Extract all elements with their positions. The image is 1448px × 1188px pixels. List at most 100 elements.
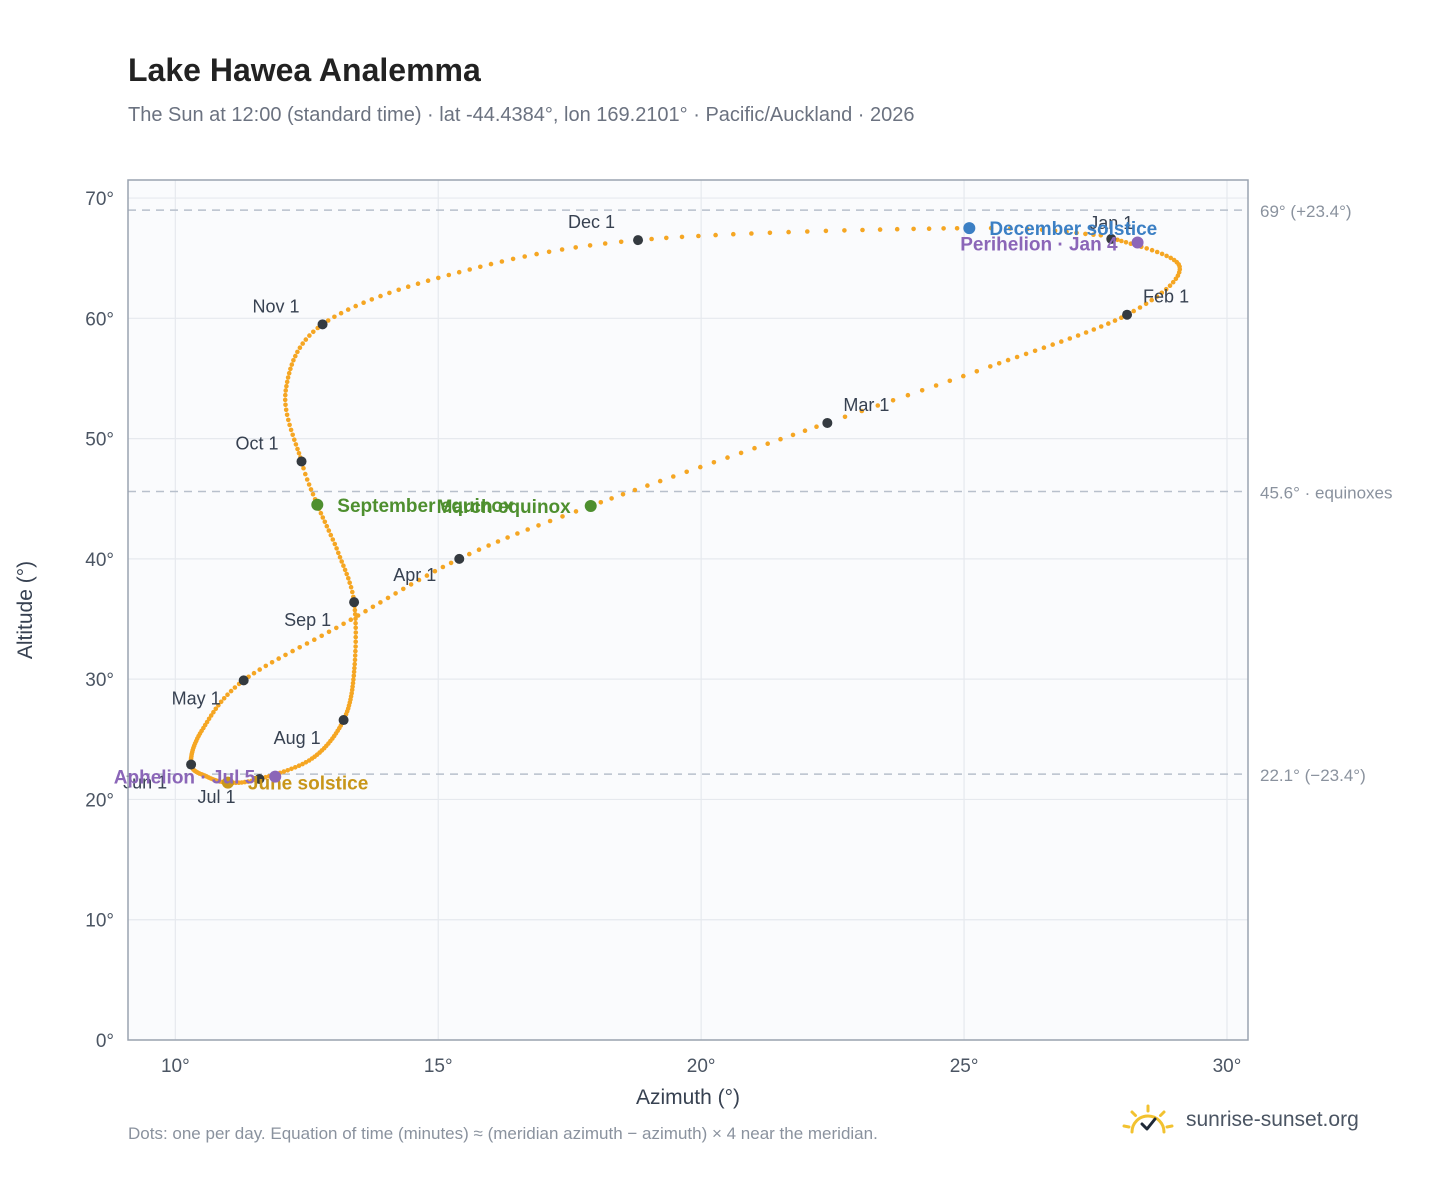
daily-sun-dot: [353, 648, 358, 654]
daily-sun-dot: [281, 769, 287, 774]
daily-sun-dot: [698, 464, 703, 470]
daily-sun-dot: [346, 576, 351, 581]
daily-sun-dot: [875, 403, 881, 408]
daily-sun-dot: [245, 779, 251, 784]
daily-sun-dot: [326, 528, 332, 533]
daily-sun-dot: [974, 369, 980, 374]
daily-sun-dot: [361, 300, 366, 306]
daily-sun-dot: [664, 235, 669, 241]
daily-sun-dot: [954, 226, 960, 231]
daily-sun-dot: [559, 247, 565, 252]
reference-line-label: 45.6° · equinoxes: [1260, 484, 1393, 503]
daily-sun-dot: [283, 407, 289, 413]
daily-sun-dot: [319, 633, 325, 639]
daily-sun-dot: [286, 417, 291, 423]
daily-sun-dot: [1032, 348, 1038, 354]
month-marker-label: Apr 1: [393, 565, 436, 585]
brand[interactable]: sunrise-sunset.org: [1120, 1102, 1359, 1138]
daily-sun-dot: [534, 251, 539, 257]
month-marker-label: Jul 1: [197, 787, 235, 807]
daily-sun-dot: [285, 375, 291, 380]
daily-sun-dot: [350, 680, 356, 686]
daily-sun-dot: [814, 424, 819, 430]
daily-sun-dot: [352, 657, 358, 663]
daily-sun-dot: [988, 225, 994, 231]
page-subtitle: The Sun at 12:00 (standard time) · lat -…: [128, 104, 915, 126]
special-point-label: Aphelion · Jul 5: [114, 768, 256, 789]
daily-sun-dot: [350, 684, 355, 689]
daily-sun-dot: [573, 509, 579, 514]
daily-sun-dot: [308, 487, 314, 492]
daily-sun-dot: [679, 234, 685, 240]
daily-sun-dot: [961, 373, 966, 379]
month-marker-label: May 1: [172, 688, 221, 708]
month-marker-dot: [633, 235, 644, 246]
daily-sun-dot: [396, 287, 402, 293]
daily-sun-dot: [415, 281, 421, 287]
month-marker-label: Jun 1: [123, 773, 167, 793]
daily-sun-dot: [525, 527, 530, 532]
daily-sun-dot: [790, 432, 796, 438]
daily-sun-dot: [649, 236, 654, 242]
special-point-dot: [221, 776, 234, 789]
daily-sun-dot: [587, 243, 593, 248]
daily-sun-dot: [1041, 345, 1047, 351]
daily-sun-dot: [282, 397, 288, 403]
daily-sun-dot: [1159, 251, 1165, 257]
daily-sun-dot: [765, 441, 770, 447]
month-marker-dot: [338, 715, 349, 726]
daily-sun-dot: [310, 491, 316, 497]
daily-sun-dot: [505, 535, 510, 540]
daily-sun-dot: [1163, 286, 1169, 292]
x-axis-label: Azimuth (°): [636, 1086, 740, 1109]
daily-sun-dot: [933, 383, 939, 388]
daily-sun-dot: [232, 685, 238, 690]
daily-sun-dot: [495, 539, 501, 544]
month-marker-dot: [822, 417, 833, 428]
special-point-label: June solstice: [248, 774, 368, 795]
daily-sun-dot: [218, 699, 224, 705]
y-tick-label: 40°: [85, 550, 114, 571]
daily-sun-dot: [1123, 240, 1129, 245]
daily-sun-dot: [296, 763, 302, 768]
daily-sun-dot: [911, 226, 916, 232]
month-markers: Jan 1 Feb 1 Mar 1 Apr 1 May 1 Jun 1 Jul 1 Aug 1…: [123, 212, 1189, 807]
month-marker-label: Mar 1: [843, 395, 889, 415]
daily-sun-dot: [336, 550, 341, 556]
daily-sun-dot: [352, 665, 357, 671]
daily-sun-dot: [345, 307, 351, 312]
daily-sun-dot: [387, 290, 392, 296]
daily-sun-dot: [598, 500, 604, 505]
daily-sun-dot: [988, 364, 993, 369]
daily-sun-dot: [877, 227, 883, 232]
daily-sun-dot: [221, 696, 227, 701]
x-tick-label: 15°: [424, 1056, 453, 1077]
daily-sun-dot: [823, 228, 829, 234]
daily-sun-dot: [1173, 276, 1179, 282]
daily-sun-dot: [1091, 327, 1097, 332]
daily-sun-dot: [393, 591, 398, 596]
daily-sun-dot: [696, 233, 701, 239]
y-tick-label: 30°: [85, 670, 114, 691]
daily-sun-dot: [353, 620, 358, 626]
daily-sun-dot: [446, 272, 452, 278]
daily-sun-dot: [341, 621, 346, 627]
daily-sun-dot: [352, 653, 358, 658]
month-marker-label: Aug 1: [274, 728, 321, 748]
daily-sun-dot: [1112, 318, 1118, 323]
y-tick-label: 70°: [85, 189, 114, 210]
daily-sun-dot: [293, 442, 299, 447]
daily-sun-dot: [1050, 342, 1055, 347]
daily-sun-dot: [283, 388, 289, 393]
daily-sun-dot: [1168, 255, 1173, 261]
daily-sun-dot: [208, 713, 214, 718]
daily-sun-dot: [297, 645, 303, 650]
y-tick-label: 50°: [85, 430, 114, 451]
daily-sun-dot: [941, 226, 946, 231]
daily-sun-dot: [288, 427, 294, 433]
daily-sun-dot: [225, 692, 230, 697]
daily-sun-dot: [1083, 330, 1089, 335]
daily-sun-dot: [786, 229, 791, 235]
daily-sun-dot: [448, 560, 454, 566]
month-marker-dot: [186, 759, 197, 770]
